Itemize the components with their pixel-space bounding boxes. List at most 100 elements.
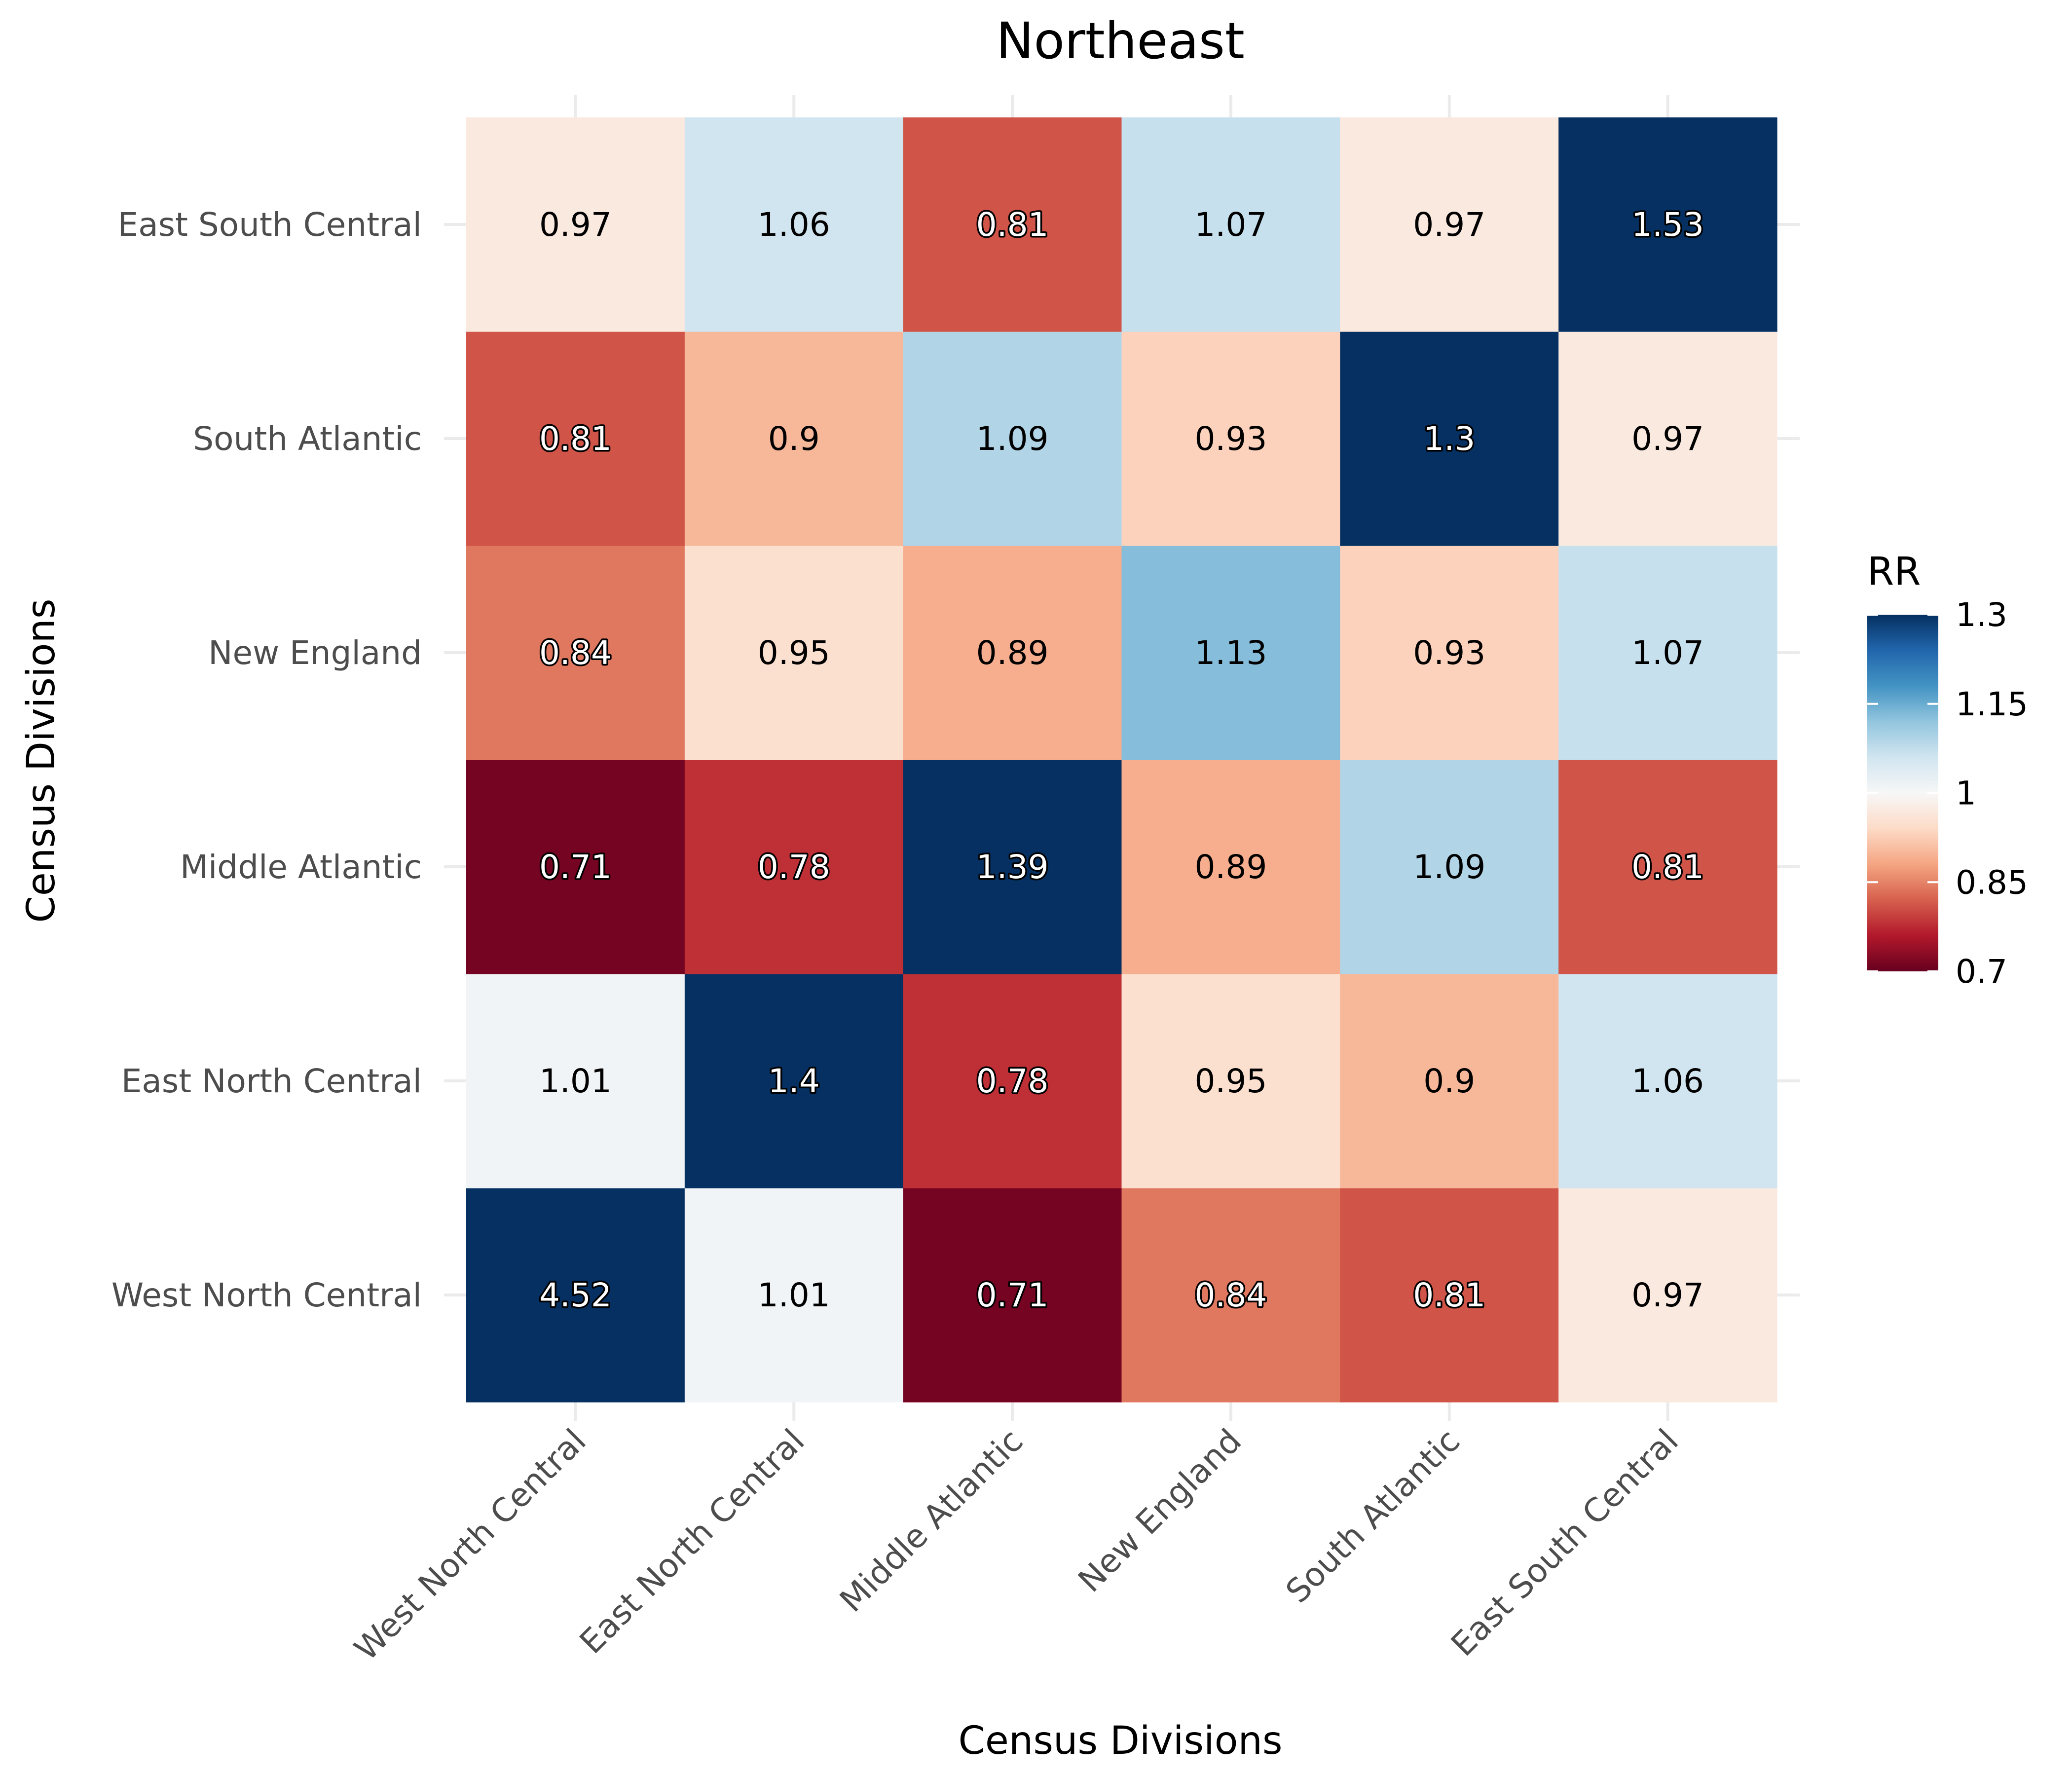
y-tick-label: West North Central <box>111 1276 422 1314</box>
legend-tick-label: 1 <box>1956 775 1976 813</box>
heatmap-cell <box>684 760 904 974</box>
cell-value-label: 0.78 <box>976 1062 1049 1100</box>
heatmap-cell <box>903 117 1122 332</box>
x-tick-label: South Atlantic <box>1279 1422 1467 1610</box>
cell-value-label: 4.52 <box>539 1276 612 1314</box>
cell-value-label: 0.97 <box>1631 420 1704 458</box>
heatmap-cell <box>1558 117 1777 332</box>
heatmap-cell <box>1558 546 1777 760</box>
y-tick-label: South Atlantic <box>193 420 422 458</box>
cell-value-label: 1.06 <box>1631 1062 1704 1100</box>
heatmap-cell <box>684 546 904 760</box>
heatmap-cells <box>466 117 1777 1403</box>
heatmap-cell <box>684 1188 904 1403</box>
cell-value-label: 0.89 <box>1194 848 1267 886</box>
heatmap-cell <box>903 974 1122 1188</box>
cell-value-label: 1.09 <box>1413 848 1485 886</box>
heatmap-cell <box>903 332 1122 546</box>
cell-value-label: 0.93 <box>1413 634 1485 672</box>
heatmap-cell <box>1121 332 1340 546</box>
cell-value-labels: 4.52 1.01 0.71 0.84 0.81 0.97 1.01 1.4 0.78 0.95 0… <box>537 204 1705 1316</box>
cell-value-label: 1.39 <box>976 848 1049 886</box>
heatmap-cell <box>903 760 1122 974</box>
cell-value-label: 0.81 <box>1631 848 1704 886</box>
heatmap-cell <box>466 332 685 546</box>
heatmap-cell <box>1340 760 1559 974</box>
cell-value-label: 1.06 <box>758 206 830 244</box>
cell-value-label: 1.07 <box>1631 634 1704 672</box>
y-axis-ticks: West North Central East North Central Midd… <box>111 206 422 1314</box>
legend-title: RR <box>1867 550 1921 594</box>
heatmap-cell <box>903 546 1122 760</box>
heatmap-cell <box>684 117 904 332</box>
cell-value-label: 0.97 <box>1631 1276 1704 1314</box>
y-tick-label: New England <box>208 634 422 672</box>
heatmap-cell <box>1340 974 1559 1188</box>
heatmap-cell <box>1340 332 1559 546</box>
heatmap-cell <box>466 760 685 974</box>
heatmap-cell <box>1121 974 1340 1188</box>
cell-value-label: 1.53 <box>1631 206 1704 244</box>
cell-value-label: 0.93 <box>1194 420 1267 458</box>
cell-value-label: 0.84 <box>539 634 612 672</box>
legend-tick-label: 1.3 <box>1956 596 2007 634</box>
heatmap-cell <box>1558 332 1777 546</box>
color-legend: RR 1.3 1.15 1 0.85 0.7 <box>1867 550 2028 991</box>
legend-colorbar <box>1867 615 1938 971</box>
y-tick-label: Middle Atlantic <box>180 848 422 886</box>
y-tick-label: East North Central <box>121 1062 422 1100</box>
cell-value-label: 0.95 <box>1194 1062 1267 1100</box>
heatmap-cell <box>1340 117 1559 332</box>
cell-value-label: 0.81 <box>539 420 612 458</box>
legend-ticks: 1.3 1.15 1 0.85 0.7 <box>1867 596 2028 991</box>
heatmap-cell <box>1340 1188 1559 1403</box>
cell-value-label: 1.13 <box>1194 634 1267 672</box>
cell-value-label: 1.07 <box>1194 206 1267 244</box>
heatmap-cell <box>466 1188 685 1403</box>
x-tick-label: East South Central <box>1444 1422 1686 1664</box>
cell-value-label: 1.01 <box>539 1062 612 1100</box>
x-tick-label: New England <box>1071 1422 1249 1600</box>
x-tick-label: Middle Atlantic <box>832 1422 1030 1620</box>
cell-value-label: 0.84 <box>1194 1276 1267 1314</box>
cell-value-label: 0.71 <box>539 848 612 886</box>
cell-value-label: 1.09 <box>976 420 1049 458</box>
heatmap-cell <box>1340 546 1559 760</box>
heatmap-cell <box>684 332 904 546</box>
y-axis-label: Census Divisions <box>19 598 64 923</box>
cell-value-label: 0.97 <box>539 206 612 244</box>
cell-value-label: 1.3 <box>1423 420 1475 458</box>
legend-tick-label: 0.7 <box>1956 953 2007 991</box>
y-tick-label: East South Central <box>118 206 422 244</box>
cell-value-label: 1.4 <box>768 1062 820 1100</box>
x-tick-label: East North Central <box>572 1422 812 1661</box>
heatmap-cell <box>684 974 904 1188</box>
legend-tick-label: 0.85 <box>1956 863 2028 901</box>
heatmap-cell <box>1121 546 1340 760</box>
heatmap-cell <box>1558 1188 1777 1403</box>
cell-value-label: 0.9 <box>768 420 820 458</box>
heatmap-cell <box>1558 760 1777 974</box>
cell-value-label: 0.71 <box>976 1276 1049 1314</box>
cell-value-label: 0.9 <box>1423 1062 1475 1100</box>
cell-value-label: 0.78 <box>758 848 830 886</box>
chart-title: Northeast <box>996 12 1245 71</box>
heatmap-cell <box>466 546 685 760</box>
heatmap-cell <box>1558 974 1777 1188</box>
x-tick-label: West North Central <box>347 1422 593 1668</box>
x-axis-label: Census Divisions <box>958 1719 1282 1763</box>
cell-value-label: 0.81 <box>1413 1276 1485 1314</box>
heatmap-cell <box>1121 760 1340 974</box>
cell-value-label: 0.89 <box>976 634 1049 672</box>
heatmap-cell <box>466 974 685 1188</box>
legend-tick-label: 1.15 <box>1956 685 2028 723</box>
heatmap-cell <box>1121 117 1340 332</box>
cell-value-label: 1.01 <box>758 1276 830 1314</box>
heatmap-cell <box>466 117 685 332</box>
cell-value-label: 0.97 <box>1413 206 1485 244</box>
cell-value-label: 0.95 <box>758 634 830 672</box>
heatmap-cell <box>903 1188 1122 1403</box>
cell-value-label: 0.81 <box>976 206 1049 244</box>
